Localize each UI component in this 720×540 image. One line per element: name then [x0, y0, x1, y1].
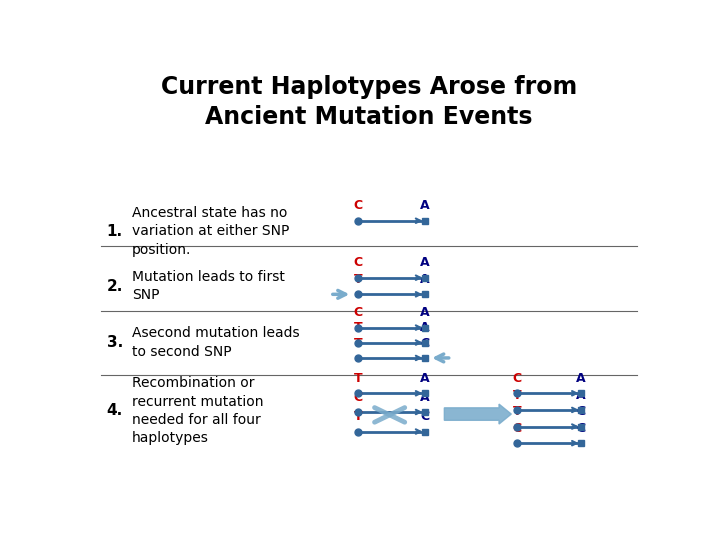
Text: C: C	[577, 422, 585, 435]
Text: A: A	[576, 372, 586, 385]
Text: T: T	[354, 273, 362, 286]
Text: C: C	[354, 199, 362, 212]
Text: A: A	[420, 256, 430, 269]
Text: T: T	[354, 372, 362, 385]
Text: C: C	[420, 336, 429, 349]
Text: T: T	[354, 410, 362, 423]
FancyArrow shape	[444, 404, 511, 424]
Text: 1.: 1.	[107, 224, 123, 239]
Text: A: A	[420, 199, 430, 212]
Text: 4.: 4.	[107, 403, 123, 418]
Text: C: C	[513, 372, 521, 385]
Text: A: A	[420, 372, 430, 385]
Text: T: T	[354, 336, 362, 349]
Text: Asecond mutation leads
to second SNP: Asecond mutation leads to second SNP	[132, 326, 300, 359]
Text: Ancestral state has no
variation at either SNP
position.: Ancestral state has no variation at eith…	[132, 206, 289, 256]
Text: C: C	[354, 256, 362, 269]
Text: C: C	[354, 306, 362, 319]
Text: T: T	[513, 405, 521, 418]
Text: C: C	[354, 390, 362, 404]
Text: Recombination or
recurrent mutation
needed for all four
haplotypes: Recombination or recurrent mutation need…	[132, 376, 264, 446]
Text: 3.: 3.	[107, 335, 123, 350]
Text: A: A	[420, 306, 430, 319]
Text: C: C	[420, 410, 429, 423]
Text: A: A	[420, 273, 430, 286]
Text: C: C	[577, 405, 585, 418]
Text: T: T	[513, 389, 521, 402]
Text: A: A	[420, 390, 430, 404]
Text: 2.: 2.	[107, 279, 123, 294]
Text: Current Haplotypes Arose from
Ancient Mutation Events: Current Haplotypes Arose from Ancient Mu…	[161, 75, 577, 129]
Text: T: T	[354, 321, 362, 334]
Text: A: A	[420, 321, 430, 334]
Text: A: A	[576, 389, 586, 402]
Text: C: C	[513, 422, 521, 435]
Text: Mutation leads to first
SNP: Mutation leads to first SNP	[132, 270, 284, 302]
